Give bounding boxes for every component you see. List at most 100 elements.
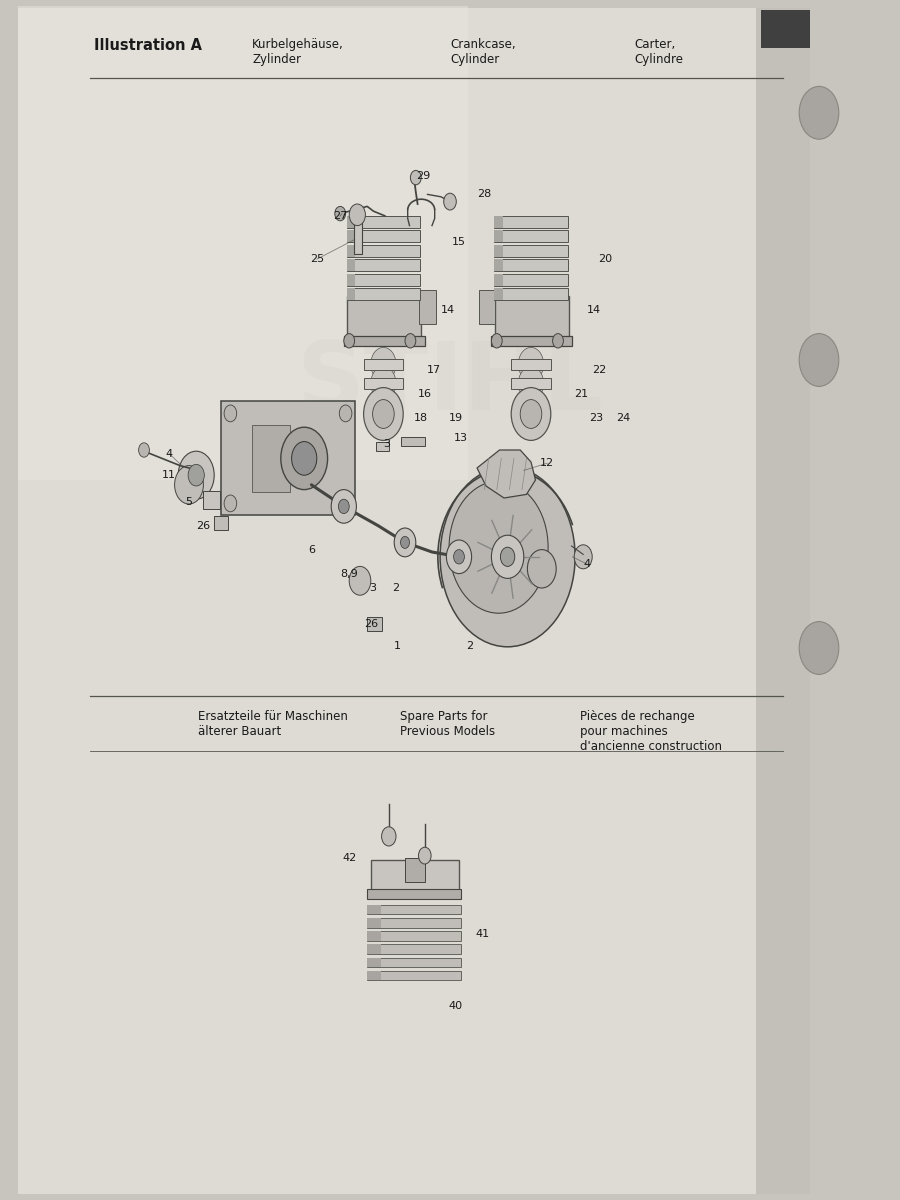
Circle shape — [454, 550, 464, 564]
Bar — [367, 944, 382, 954]
Text: 1: 1 — [394, 641, 401, 650]
Text: 21: 21 — [574, 389, 589, 398]
Bar — [367, 918, 382, 928]
Bar — [346, 216, 420, 228]
Circle shape — [553, 334, 563, 348]
Text: 13: 13 — [454, 433, 468, 443]
Text: 26: 26 — [364, 619, 378, 629]
Text: 15: 15 — [452, 238, 466, 247]
Bar — [346, 230, 420, 242]
Circle shape — [371, 348, 396, 382]
Text: 18: 18 — [414, 413, 428, 422]
Circle shape — [799, 334, 839, 386]
Text: 8,9: 8,9 — [340, 569, 358, 578]
Bar — [367, 971, 382, 980]
Text: 14: 14 — [587, 305, 601, 314]
Bar — [346, 288, 356, 300]
Bar — [367, 958, 382, 967]
Text: 2: 2 — [466, 641, 473, 650]
Text: 27: 27 — [333, 211, 347, 221]
Circle shape — [178, 451, 214, 499]
Bar — [479, 290, 495, 324]
Bar — [494, 274, 568, 286]
Text: 24: 24 — [616, 413, 630, 422]
Circle shape — [418, 847, 431, 864]
Bar — [511, 378, 551, 389]
Bar — [367, 918, 461, 928]
Bar — [494, 245, 568, 257]
Bar — [347, 296, 421, 342]
Circle shape — [344, 334, 355, 348]
Circle shape — [339, 406, 352, 422]
Text: 3: 3 — [369, 583, 376, 593]
Circle shape — [373, 400, 394, 428]
Bar — [494, 288, 503, 300]
Bar — [346, 259, 356, 271]
Text: 3: 3 — [383, 439, 391, 449]
Bar — [494, 259, 568, 271]
Bar — [419, 290, 436, 324]
FancyBboxPatch shape — [18, 8, 810, 1194]
Bar — [760, 10, 810, 48]
Bar — [367, 931, 382, 941]
Text: 28: 28 — [477, 190, 491, 199]
Text: Ersatzteile für Maschinen
älterer Bauart: Ersatzteile für Maschinen älterer Bauart — [198, 710, 348, 738]
Bar — [376, 442, 389, 451]
Circle shape — [331, 490, 356, 523]
Circle shape — [224, 406, 237, 422]
Text: 16: 16 — [418, 389, 432, 398]
Circle shape — [349, 204, 365, 226]
Bar — [214, 516, 228, 530]
Bar — [346, 245, 356, 257]
Text: 29: 29 — [416, 172, 430, 181]
Bar — [495, 296, 569, 342]
Circle shape — [410, 170, 421, 185]
Circle shape — [349, 566, 371, 595]
Text: 12: 12 — [540, 458, 554, 468]
Circle shape — [364, 388, 403, 440]
Bar — [346, 274, 356, 286]
Circle shape — [335, 206, 346, 221]
Circle shape — [292, 442, 317, 475]
Bar — [346, 288, 420, 300]
Circle shape — [491, 334, 502, 348]
Bar — [346, 259, 420, 271]
Text: Kurbelgehäuse,
Zylinder: Kurbelgehäuse, Zylinder — [252, 38, 344, 66]
Bar — [203, 491, 220, 509]
Circle shape — [400, 536, 410, 548]
Circle shape — [527, 550, 556, 588]
Bar — [494, 216, 503, 228]
Bar — [346, 245, 420, 257]
Text: 20: 20 — [598, 254, 612, 264]
Circle shape — [371, 366, 396, 400]
Circle shape — [491, 535, 524, 578]
Bar — [511, 359, 551, 370]
FancyBboxPatch shape — [756, 8, 810, 1194]
Bar — [494, 230, 503, 242]
Circle shape — [338, 499, 349, 514]
Circle shape — [405, 334, 416, 348]
Circle shape — [799, 622, 839, 674]
Text: 6: 6 — [308, 545, 315, 554]
Text: 26: 26 — [196, 521, 211, 530]
Bar — [346, 230, 356, 242]
Text: 5: 5 — [185, 497, 193, 506]
Text: 17: 17 — [427, 365, 441, 374]
Circle shape — [394, 528, 416, 557]
Text: 14: 14 — [441, 305, 455, 314]
Bar — [344, 336, 425, 346]
Circle shape — [281, 427, 328, 490]
Text: Illustration A: Illustration A — [94, 38, 202, 53]
Bar — [367, 971, 461, 980]
Bar — [367, 617, 382, 631]
Text: 25: 25 — [310, 254, 324, 264]
Circle shape — [511, 388, 551, 440]
Text: 4: 4 — [166, 449, 173, 458]
Bar — [346, 216, 356, 228]
Bar — [367, 931, 461, 941]
Circle shape — [188, 464, 204, 486]
Circle shape — [574, 545, 592, 569]
Text: Crankcase,
Cylinder: Crankcase, Cylinder — [450, 38, 516, 66]
Bar — [494, 230, 568, 242]
Bar — [252, 425, 290, 492]
